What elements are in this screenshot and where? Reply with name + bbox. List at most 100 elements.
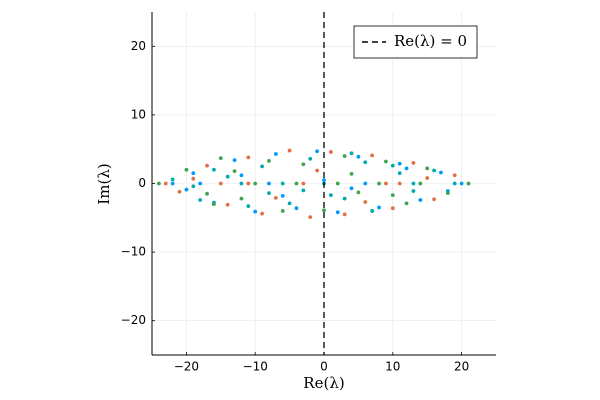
- point: [390, 206, 395, 211]
- point: [466, 181, 471, 186]
- point: [363, 160, 368, 165]
- point: [225, 202, 230, 207]
- y-tick-label: −10: [121, 245, 146, 259]
- point: [418, 198, 423, 202]
- point: [404, 166, 409, 171]
- point: [342, 196, 347, 201]
- point: [267, 181, 271, 186]
- point: [239, 196, 244, 201]
- point: [425, 176, 430, 180]
- point: [418, 181, 423, 186]
- point: [287, 148, 292, 153]
- point: [390, 193, 395, 198]
- point: [191, 184, 196, 189]
- point: [328, 150, 333, 154]
- point: [212, 167, 216, 172]
- point: [425, 166, 430, 171]
- point: [411, 161, 416, 165]
- point: [370, 153, 375, 158]
- point: [253, 209, 258, 214]
- point: [411, 181, 416, 186]
- x-tick-label: 10: [385, 360, 400, 374]
- point: [260, 211, 264, 216]
- point: [384, 159, 388, 164]
- point: [239, 173, 244, 178]
- point: [232, 169, 237, 174]
- y-tick-label: −20: [121, 313, 146, 327]
- point: [349, 171, 354, 176]
- x-tick-label: −10: [243, 360, 268, 374]
- point: [439, 170, 443, 175]
- point: [356, 154, 361, 159]
- point: [397, 161, 402, 166]
- point: [170, 181, 175, 186]
- y-tick-label: 20: [131, 39, 146, 53]
- point: [377, 205, 381, 210]
- point: [267, 191, 271, 196]
- point: [349, 151, 354, 156]
- point: [432, 197, 436, 202]
- point: [322, 178, 326, 182]
- point: [308, 156, 313, 161]
- point: [315, 149, 320, 154]
- point: [225, 174, 230, 179]
- point: [184, 167, 189, 172]
- point: [218, 156, 223, 161]
- point: [452, 173, 457, 178]
- point: [260, 164, 264, 169]
- point: [404, 201, 409, 206]
- point: [163, 181, 168, 186]
- point: [246, 181, 251, 186]
- x-tick-label: 20: [454, 360, 469, 374]
- point: [212, 202, 216, 206]
- x-tick-label: −20: [174, 360, 199, 374]
- point: [177, 189, 182, 194]
- point: [246, 204, 251, 209]
- point: [342, 212, 347, 217]
- point: [315, 168, 320, 173]
- point: [198, 198, 203, 202]
- point: [328, 193, 333, 198]
- point: [239, 181, 244, 186]
- y-tick-label: 0: [138, 176, 146, 190]
- point: [191, 171, 196, 176]
- point: [294, 206, 299, 211]
- point: [459, 181, 464, 186]
- x-tick-label: 0: [320, 360, 328, 374]
- point: [349, 186, 354, 191]
- point: [253, 181, 258, 186]
- point: [397, 181, 402, 186]
- point: [273, 196, 278, 200]
- point: [280, 193, 285, 198]
- point: [411, 189, 416, 193]
- point: [267, 158, 271, 163]
- point: [342, 154, 347, 158]
- point: [205, 191, 209, 196]
- legend-label: Re(λ) = 0: [394, 32, 467, 50]
- point: [287, 201, 292, 206]
- point: [384, 181, 388, 186]
- point: [335, 181, 340, 186]
- point: [170, 177, 175, 182]
- point: [301, 188, 306, 193]
- point: [232, 158, 237, 163]
- point: [445, 191, 450, 196]
- y-tick-label: 10: [131, 107, 146, 121]
- point: [363, 181, 368, 186]
- point: [390, 163, 395, 168]
- point: [335, 210, 340, 215]
- point: [198, 181, 203, 186]
- point: [205, 163, 209, 168]
- point: [184, 187, 189, 192]
- point: [397, 171, 402, 176]
- point: [294, 181, 299, 186]
- point: [308, 215, 313, 220]
- point: [280, 181, 285, 186]
- point: [156, 181, 161, 186]
- point: [377, 181, 381, 186]
- point: [322, 208, 326, 213]
- point: [218, 181, 223, 186]
- point: [301, 162, 306, 167]
- x-axis-label: Re(λ): [303, 374, 344, 392]
